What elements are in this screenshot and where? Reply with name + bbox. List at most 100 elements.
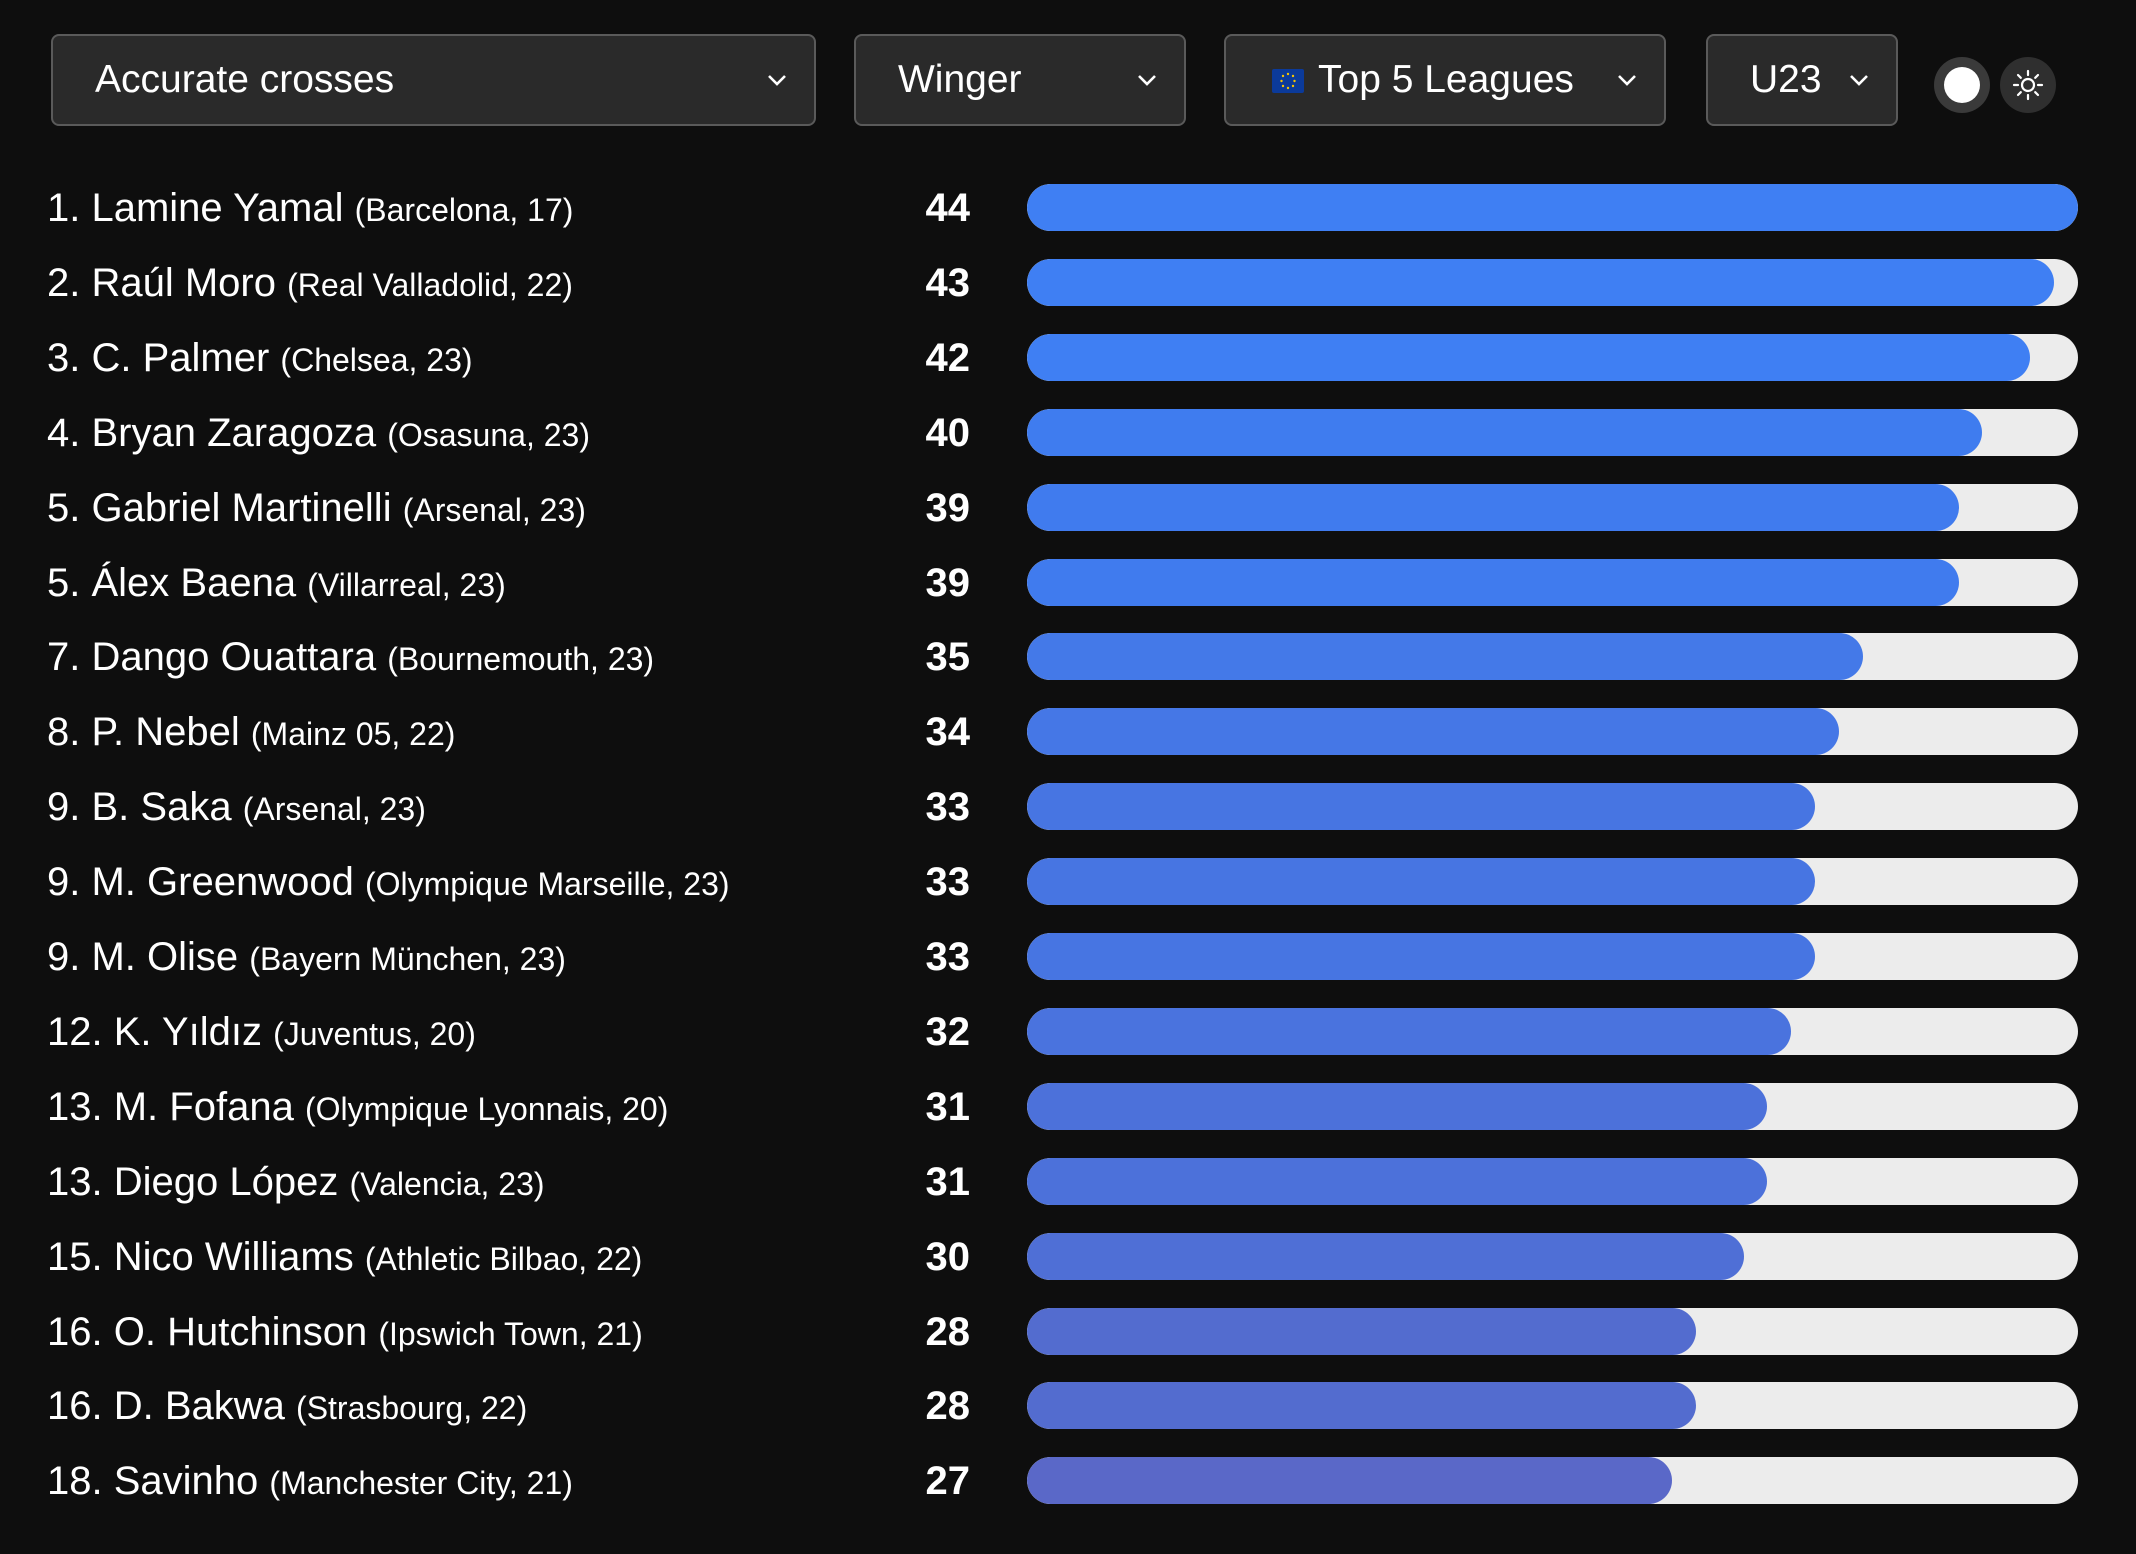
ranking-row[interactable]: 9. B. Saka (Arsenal, 23) 33 xyxy=(0,769,2136,844)
player-label: 3. C. Palmer (Chelsea, 23) xyxy=(47,334,473,384)
player-name: M. Olise xyxy=(91,935,239,979)
bar-track xyxy=(1027,559,2078,606)
sun-icon[interactable] xyxy=(2000,57,2056,113)
player-rank: 13. xyxy=(47,1160,103,1204)
bar-track xyxy=(1027,1008,2078,1055)
player-label: 9. M. Olise (Bayern München, 23) xyxy=(47,933,566,983)
player-name: M. Greenwood xyxy=(91,860,354,904)
player-club-age: (Arsenal, 23) xyxy=(242,791,426,827)
stat-value: 39 xyxy=(925,561,971,605)
player-rank: 13. xyxy=(47,1085,103,1129)
player-name: Bryan Zaragoza xyxy=(91,411,377,455)
player-label: 18. Savinho (Manchester City, 21) xyxy=(47,1457,573,1507)
ranking-row[interactable]: 16. O. Hutchinson (Ipswich Town, 21) 28 xyxy=(0,1294,2136,1369)
competition-select[interactable]: Top 5 Leagues xyxy=(1224,34,1666,126)
ranking-row[interactable]: 2. Raúl Moro (Real Valladolid, 22) 43 xyxy=(0,245,2136,320)
stat-value: 40 xyxy=(925,411,971,455)
stat-value: 28 xyxy=(925,1310,971,1354)
ranking-row[interactable]: 5. Álex Baena (Villarreal, 23) 39 xyxy=(0,545,2136,620)
player-rank: 9. xyxy=(47,935,81,979)
player-rank: 7. xyxy=(47,635,81,679)
player-name: O. Hutchinson xyxy=(113,1310,368,1354)
bar-track xyxy=(1027,633,2078,680)
ranking-row[interactable]: 7. Dango Ouattara (Bournemouth, 23) 35 xyxy=(0,619,2136,694)
stat-value: 27 xyxy=(925,1459,971,1503)
ranking-row[interactable]: 16. D. Bakwa (Strasbourg, 22) 28 xyxy=(0,1368,2136,1443)
player-label: 13. Diego López (Valencia, 23) xyxy=(47,1158,545,1208)
position-select[interactable]: Winger xyxy=(854,34,1186,126)
player-label: 2. Raúl Moro (Real Valladolid, 22) xyxy=(47,259,573,309)
bar-track xyxy=(1027,1308,2078,1355)
player-club-age: (Olympique Marseille, 23) xyxy=(364,866,730,902)
age-select-value: U23 xyxy=(1750,58,1822,101)
bar-track xyxy=(1027,1083,2078,1130)
bar-fill xyxy=(1027,1008,1791,1055)
player-name: Savinho xyxy=(113,1459,259,1503)
player-name: P. Nebel xyxy=(91,710,240,754)
player-rank: 3. xyxy=(47,336,81,380)
ranking-row[interactable]: 4. Bryan Zaragoza (Osasuna, 23) 40 xyxy=(0,395,2136,470)
player-label: 4. Bryan Zaragoza (Osasuna, 23) xyxy=(47,409,590,459)
ranking-row[interactable]: 3. C. Palmer (Chelsea, 23) 42 xyxy=(0,320,2136,395)
player-label: 16. O. Hutchinson (Ipswich Town, 21) xyxy=(47,1308,643,1358)
ranking-row[interactable]: 5. Gabriel Martinelli (Arsenal, 23) 39 xyxy=(0,470,2136,545)
player-club-age: (Barcelona, 17) xyxy=(354,192,574,228)
player-club-age: (Mainz 05, 22) xyxy=(250,716,456,752)
ranking-row[interactable]: 13. Diego López (Valencia, 23) 31 xyxy=(0,1144,2136,1219)
theme-toggle[interactable] xyxy=(1934,57,1990,113)
bar-fill xyxy=(1027,858,1815,905)
bar-track xyxy=(1027,1382,2078,1429)
player-name: Nico Williams xyxy=(113,1235,354,1279)
ranking-row[interactable]: 13. M. Fofana (Olympique Lyonnais, 20) 31 xyxy=(0,1069,2136,1144)
ranking-row[interactable]: 15. Nico Williams (Athletic Bilbao, 22) 3… xyxy=(0,1219,2136,1294)
ranking-row[interactable]: 12. K. Yıldız (Juventus, 20) 32 xyxy=(0,994,2136,1069)
player-label: 7. Dango Ouattara (Bournemouth, 23) xyxy=(47,633,654,683)
filter-toolbar: Accurate crosses Winger Top 5 Leagues U2… xyxy=(0,0,2136,140)
player-rank: 4. xyxy=(47,411,81,455)
bar-fill xyxy=(1027,1382,1696,1429)
bar-fill xyxy=(1027,1083,1767,1130)
player-club-age: (Villarreal, 23) xyxy=(307,567,506,603)
player-label: 9. M. Greenwood (Olympique Marseille, 23… xyxy=(47,858,730,908)
stat-select[interactable]: Accurate crosses xyxy=(51,34,816,126)
bar-fill xyxy=(1027,259,2054,306)
player-club-age: (Athletic Bilbao, 22) xyxy=(364,1241,643,1277)
player-club-age: (Arsenal, 23) xyxy=(402,492,586,528)
bar-track xyxy=(1027,409,2078,456)
age-select[interactable]: U23 xyxy=(1706,34,1898,126)
bar-track xyxy=(1027,933,2078,980)
player-club-age: (Osasuna, 23) xyxy=(387,417,590,453)
ranking-row[interactable]: 8. P. Nebel (Mainz 05, 22) 34 xyxy=(0,694,2136,769)
chevron-down-icon xyxy=(1850,75,1868,86)
bar-track xyxy=(1027,783,2078,830)
bar-fill xyxy=(1027,1308,1696,1355)
stat-value: 35 xyxy=(925,635,971,679)
bar-fill xyxy=(1027,1158,1767,1205)
player-club-age: (Real Valladolid, 22) xyxy=(287,267,573,303)
chevron-down-icon xyxy=(1618,75,1636,86)
ranking-row[interactable]: 1. Lamine Yamal (Barcelona, 17) 44 xyxy=(0,170,2136,245)
bar-fill xyxy=(1027,933,1815,980)
bar-fill xyxy=(1027,1233,1744,1280)
bar-fill xyxy=(1027,633,1863,680)
player-name: Álex Baena xyxy=(91,561,297,605)
ranking-row[interactable]: 9. M. Greenwood (Olympique Marseille, 23… xyxy=(0,844,2136,919)
player-rank: 9. xyxy=(47,860,81,904)
ranking-row[interactable]: 18. Savinho (Manchester City, 21) 27 xyxy=(0,1443,2136,1518)
player-name: D. Bakwa xyxy=(113,1384,285,1428)
position-select-value: Winger xyxy=(898,58,1022,101)
player-club-age: (Bayern München, 23) xyxy=(249,941,566,977)
player-label: 5. Gabriel Martinelli (Arsenal, 23) xyxy=(47,484,586,534)
player-rank: 12. xyxy=(47,1010,103,1054)
player-name: Dango Ouattara xyxy=(91,635,377,679)
stat-value: 31 xyxy=(925,1160,971,1204)
bar-fill xyxy=(1027,334,2030,381)
player-rank: 5. xyxy=(47,486,81,530)
player-rank: 16. xyxy=(47,1310,103,1354)
bar-track xyxy=(1027,334,2078,381)
ranking-row[interactable]: 9. M. Olise (Bayern München, 23) 33 xyxy=(0,919,2136,994)
player-rank: 9. xyxy=(47,785,81,829)
chevron-down-icon xyxy=(1138,75,1156,86)
player-label: 9. B. Saka (Arsenal, 23) xyxy=(47,783,426,833)
bar-track xyxy=(1027,1233,2078,1280)
